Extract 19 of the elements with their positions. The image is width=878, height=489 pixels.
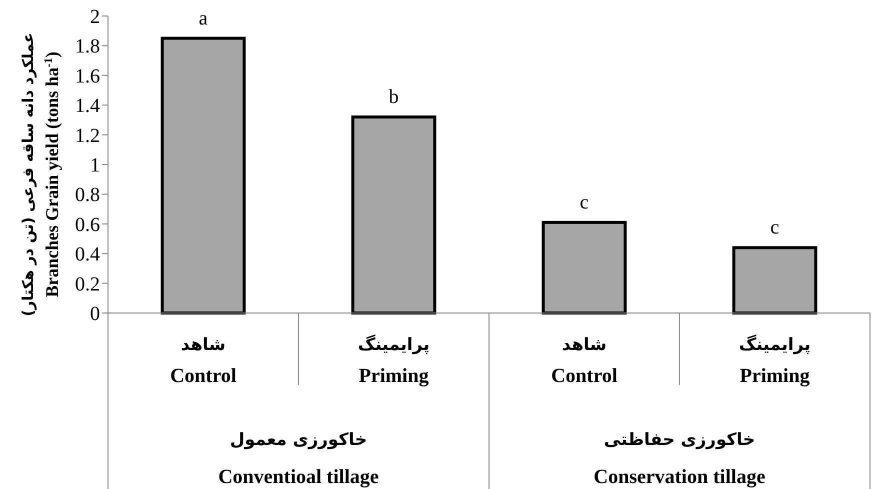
y-tick-label: 0.4 xyxy=(75,244,100,266)
data-label: b xyxy=(388,86,399,108)
y-tick-label: 1.8 xyxy=(75,36,100,58)
bar xyxy=(160,36,246,314)
data-label: a xyxy=(198,7,208,30)
bar xyxy=(351,115,436,314)
y-tick-label: 2 xyxy=(90,6,100,28)
y-tick-label: 0.8 xyxy=(75,184,100,206)
bar xyxy=(732,246,818,314)
y-tick-label: 1.4 xyxy=(75,95,100,118)
data-label: c xyxy=(770,216,780,239)
y-tick-label: 0.6 xyxy=(75,214,100,236)
y-tick-label: 0.2 xyxy=(75,273,100,296)
data-label: c xyxy=(580,191,589,214)
y-tick-label: 1.2 xyxy=(75,124,100,147)
y-tick-label: 0 xyxy=(90,303,100,325)
y-tick-label: 1.6 xyxy=(75,65,100,88)
y-tick-label: 1 xyxy=(90,154,100,176)
bar xyxy=(542,220,627,314)
